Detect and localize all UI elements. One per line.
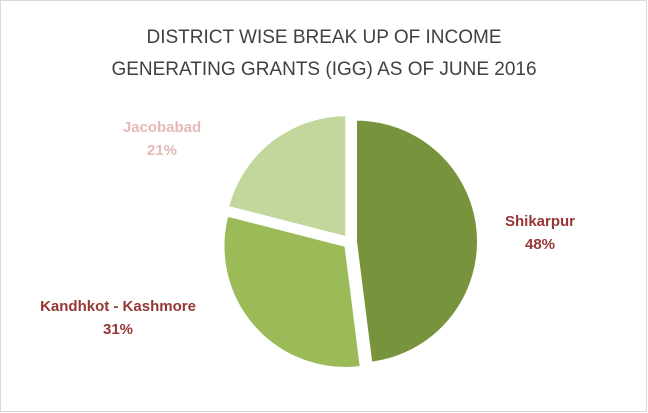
chart-title: DISTRICT WISE BREAK UP OF INCOME [146,27,501,48]
slice-value: 21% [147,142,177,159]
pie-slice [226,114,348,239]
slice-value: 48% [525,236,555,253]
slice-label: Jacobabad [123,119,201,136]
slice-label: Kandhkot - Kashmore [40,298,196,315]
pie-slice [354,118,479,364]
slice-label: Shikarpur [505,213,575,230]
chart-title: GENERATING GRANTS (IGG) AS OF JUNE 2016 [111,59,536,80]
slice-value: 31% [103,321,133,338]
pie-slice [222,214,362,369]
